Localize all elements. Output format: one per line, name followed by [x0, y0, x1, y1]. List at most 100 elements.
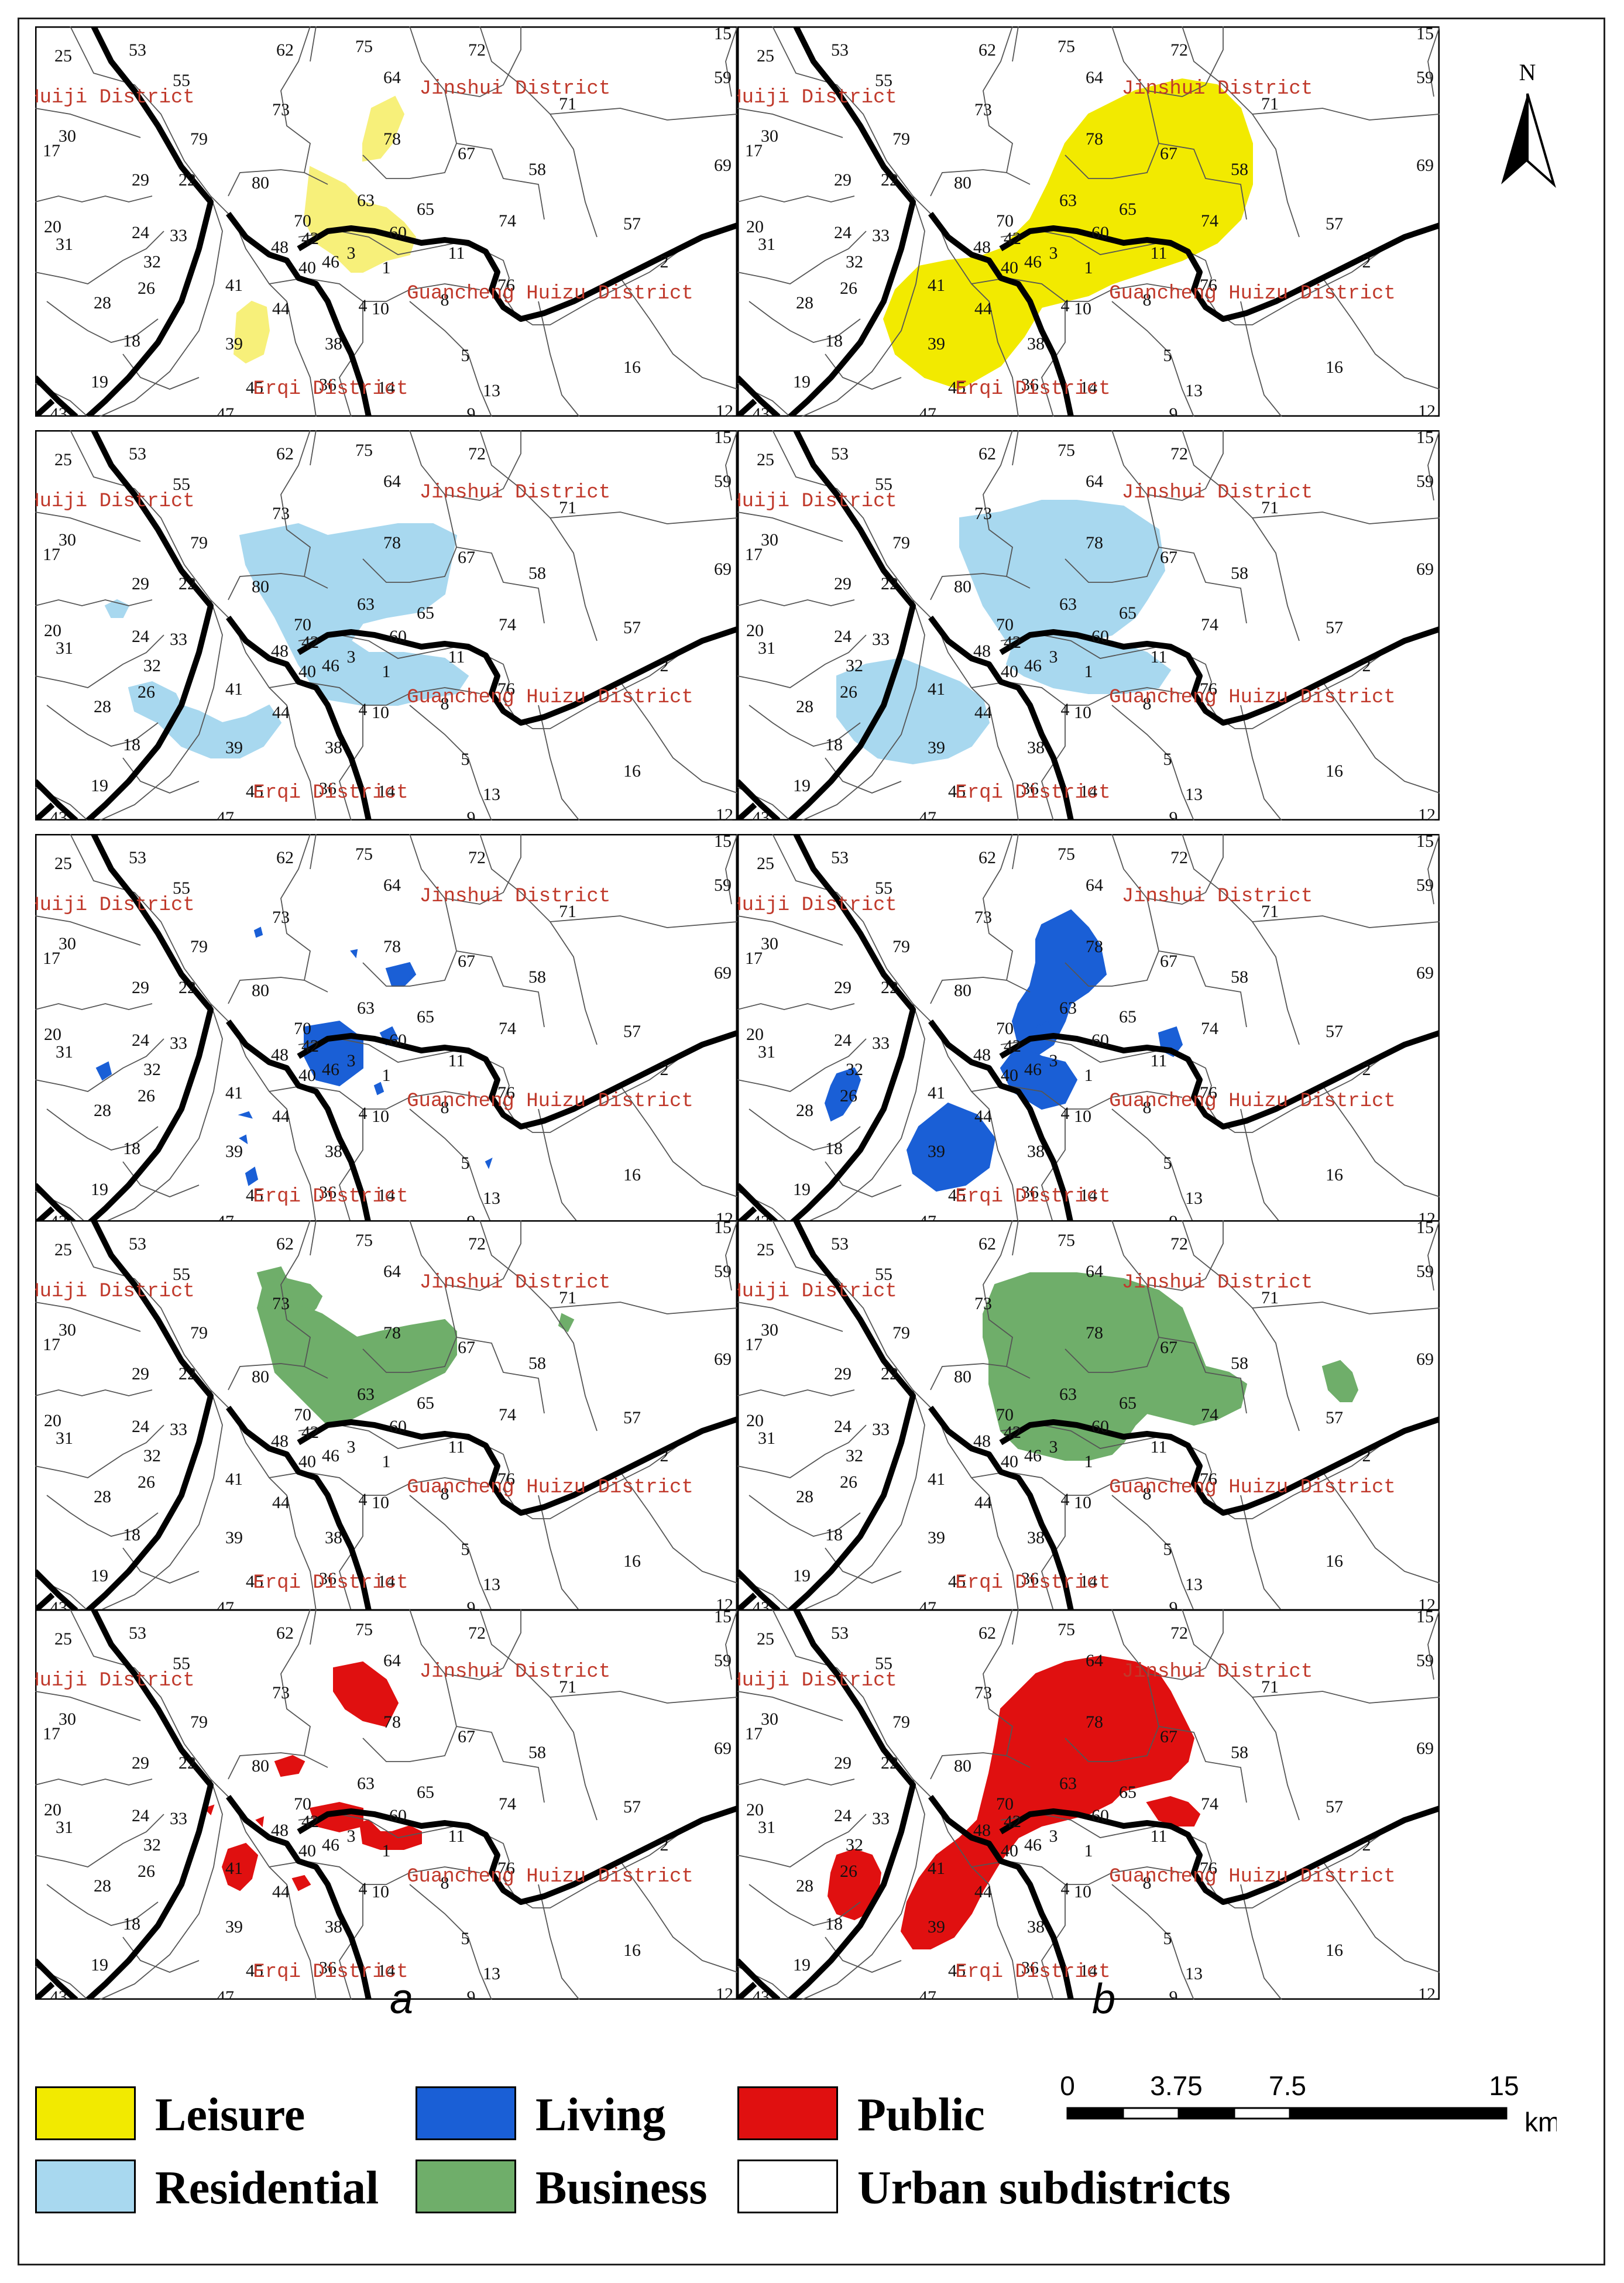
- district-label: Guancheng Huizu District: [407, 686, 693, 709]
- subdistrict-number: 62: [276, 444, 294, 464]
- subdistrict-number: 2: [1362, 1835, 1371, 1855]
- subdistrict-number: 40: [1001, 1452, 1018, 1471]
- district-label: Erqi District: [955, 1572, 1110, 1594]
- subdistrict-boundary-19: [122, 757, 200, 794]
- subdistrict-boundary-20: [725, 1220, 737, 1291]
- district-label: Guancheng Huizu District: [1109, 1866, 1396, 1888]
- subdistrict-number: 26: [840, 1086, 857, 1106]
- subdistrict-number: 59: [1416, 1651, 1434, 1670]
- living-hotspot-2: [350, 949, 358, 959]
- subdistrict-number: 75: [355, 37, 373, 56]
- subdistrict-number: 38: [1027, 1917, 1045, 1937]
- map-panel-b-residential: 25 53 55 62 75 64 72 71 59 73 30 79 78 67 58 17 29 22 80 63…: [737, 430, 1440, 820]
- subdistrict-boundary-23: [1182, 834, 1224, 893]
- subdistrict-number: 36: [1021, 1569, 1039, 1588]
- subdistrict-boundary-23: [1182, 430, 1224, 489]
- subdistrict-number: 67: [1160, 548, 1177, 567]
- subdistrict-number: 48: [271, 641, 289, 661]
- subdistrict-number: 47: [919, 808, 936, 820]
- subdistrict-number: 20: [44, 1025, 61, 1044]
- subdistrict-boundary-10: [362, 1337, 457, 1373]
- subdistrict-number: 38: [325, 1528, 342, 1547]
- residential-hotspot-0: [959, 500, 1166, 648]
- subdistrict-number: 22: [881, 170, 898, 190]
- map-panel-a-living: 25 53 55 62 75 64 72 71 59 73 30 79 78 67 58 17 29 22 80 63…: [35, 834, 737, 1224]
- subdistrict-number: 31: [56, 1042, 73, 1062]
- subdistrict-boundary-13: [1111, 301, 1194, 417]
- subdistrict-number: 32: [846, 1446, 863, 1465]
- subdistrict-boundary-8: [1252, 114, 1300, 238]
- subdistrict-number: 65: [417, 1007, 434, 1027]
- scale-tick-0: 0: [1060, 2071, 1075, 2101]
- subdistrict-number: 30: [761, 1320, 778, 1340]
- subdistrict-boundary-3: [298, 1419, 737, 1519]
- subdistrict-number: 57: [1326, 618, 1343, 637]
- subdistrict-number: 70: [996, 615, 1014, 634]
- legend-swatch: [737, 2086, 838, 2140]
- district-boundary-0: [85, 834, 214, 1224]
- public-hotspot-0: [900, 1655, 1195, 1949]
- district-label: Erqi District: [253, 378, 408, 400]
- subdistrict-number: 33: [872, 1420, 890, 1439]
- subdistrict-number: 38: [325, 1917, 342, 1937]
- subdistrict-number: 42: [1004, 1036, 1021, 1056]
- subdistrict-boundary-18: [749, 705, 861, 747]
- column-label-a: a: [389, 1976, 414, 2023]
- district-boundary-1: [35, 779, 78, 820]
- subdistrict-boundary-16: [737, 231, 867, 284]
- subdistrict-boundary-17: [35, 195, 153, 202]
- subdistrict-number: 22: [881, 1753, 898, 1773]
- public-hotspot-5: [255, 1816, 265, 1828]
- subdistrict-number: 41: [225, 276, 243, 295]
- subdistrict-boundary-19: [825, 1161, 902, 1197]
- subdistrict-number: 80: [954, 1367, 971, 1386]
- subdistrict-number: 60: [1091, 1031, 1109, 1050]
- subdistrict-boundary-9: [444, 494, 545, 624]
- subdistrict-number: 80: [954, 1756, 971, 1776]
- subdistrict-number: 30: [761, 126, 778, 146]
- subdistrict-number: 55: [173, 475, 190, 494]
- map-panel-a-residential: 25 53 55 62 75 64 72 71 59 73 30 79 78 67 58 17 29 22 80 63…: [35, 430, 737, 820]
- subdistrict-boundary-3: [298, 1808, 737, 1908]
- subdistrict-boundary-13: [1111, 1108, 1194, 1224]
- subdistrict-number: 45: [246, 1961, 263, 1980]
- subdistrict-number: 15: [714, 430, 732, 447]
- subdistrict-number: 32: [143, 1446, 161, 1465]
- subdistrict-number: 17: [43, 1335, 60, 1354]
- subdistrict-boundary-17: [35, 1389, 153, 1396]
- subdistrict-number: 79: [190, 1712, 208, 1732]
- subdistrict-number: 16: [623, 1551, 641, 1571]
- subdistrict-number: 14: [1080, 378, 1097, 397]
- subdistrict-number: 8: [441, 290, 449, 310]
- legend-swatch: [737, 2160, 838, 2213]
- district-boundary-3: [999, 1416, 1440, 1516]
- subdistrict-number: 22: [178, 170, 196, 190]
- subdistrict-number: 58: [528, 1743, 546, 1762]
- subdistrict-boundary-17: [737, 1003, 855, 1010]
- subdistrict-number: 5: [461, 1540, 470, 1559]
- subdistrict-number: 24: [834, 223, 852, 242]
- subdistrict-number: 74: [1201, 1794, 1218, 1814]
- subdistrict-number: 4: [1061, 1104, 1070, 1123]
- subdistrict-boundary-3: [298, 629, 737, 729]
- subdistrict-number: 48: [271, 1821, 289, 1840]
- subdistrict-boundary-5: [280, 1609, 311, 1756]
- subdistrict-number: 57: [1326, 214, 1343, 234]
- subdistrict-number: 80: [252, 577, 269, 596]
- subdistrict-number: 47: [217, 404, 234, 417]
- subdistrict-number: 40: [1001, 662, 1018, 681]
- living-hotspot-4: [906, 1102, 996, 1192]
- subdistrict-number: 22: [178, 1753, 196, 1773]
- subdistrict-number: 53: [129, 1234, 146, 1254]
- subdistrict-number: 3: [347, 1437, 356, 1457]
- subdistrict-number: 15: [714, 1220, 732, 1237]
- subdistrict-number: 58: [1231, 564, 1248, 583]
- public-hotspot-0: [333, 1661, 399, 1728]
- subdistrict-boundary-23: [479, 1609, 521, 1669]
- district-boundary-0: [788, 1220, 916, 1611]
- subdistrict-number: 67: [1160, 1338, 1177, 1357]
- district-boundary-0: [788, 26, 916, 417]
- district-boundary-3: [297, 1805, 737, 1905]
- subdistrict-number: 69: [714, 1350, 732, 1369]
- subdistrict-number: 30: [761, 530, 778, 550]
